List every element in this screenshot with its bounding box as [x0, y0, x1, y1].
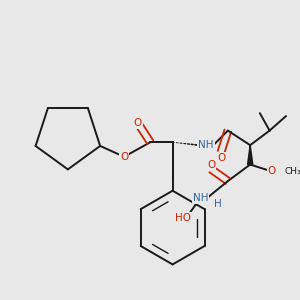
Text: O: O: [207, 160, 215, 170]
Text: NH: NH: [198, 140, 214, 150]
Polygon shape: [248, 145, 253, 164]
Text: O: O: [120, 152, 128, 162]
Text: O: O: [217, 153, 225, 163]
Text: NH: NH: [193, 194, 208, 203]
Text: O: O: [134, 118, 142, 128]
Text: O: O: [267, 166, 276, 176]
Text: H: H: [214, 199, 222, 209]
Text: HO: HO: [175, 213, 191, 223]
Text: CH₃: CH₃: [284, 167, 300, 176]
